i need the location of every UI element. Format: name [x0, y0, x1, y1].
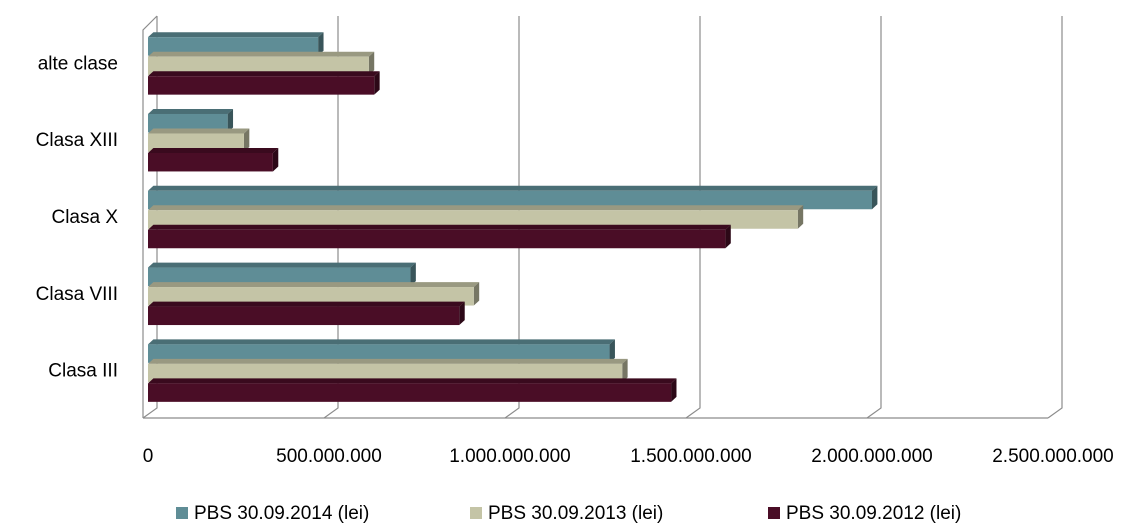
category-label: Clasa VIII — [36, 284, 118, 305]
bar-side-face — [410, 262, 416, 287]
bar — [148, 205, 804, 229]
gridline — [323, 16, 339, 419]
x-tick-label: 0 — [143, 446, 154, 467]
bar-top-face — [148, 148, 279, 153]
bar-front-face — [148, 56, 369, 76]
bar — [148, 109, 234, 133]
bar — [148, 378, 677, 402]
x-tick-label: 2.500.000.000 — [992, 446, 1114, 467]
bar-top-face — [148, 262, 416, 268]
bar-front-face — [148, 383, 672, 402]
bar-top-face — [148, 339, 615, 345]
bar — [148, 358, 628, 383]
bar-side-face — [459, 301, 465, 326]
bar — [148, 32, 324, 56]
y-axis-line — [142, 15, 158, 418]
grid-layer — [142, 15, 1063, 419]
category-label: Clasa III — [48, 361, 118, 382]
bar-front-face — [148, 133, 244, 152]
gridline — [1047, 16, 1063, 419]
bar-side-face — [725, 224, 731, 249]
bar-side-face — [622, 358, 628, 383]
bar — [148, 71, 380, 95]
bar-top-face — [148, 301, 465, 307]
legend-swatch — [470, 507, 482, 519]
category-labels: alte clase Clasa XIII Clasa X Clasa VIII Cla… — [36, 53, 119, 381]
bar-side-face — [368, 51, 375, 76]
bar-front-face — [148, 229, 726, 249]
bar-side-face — [473, 282, 480, 306]
x-tick-label: 500.000.000 — [276, 446, 382, 467]
bar-side-face — [227, 109, 234, 133]
bar-side-face — [272, 148, 279, 172]
bar-top-face — [148, 378, 677, 384]
gridline — [685, 16, 701, 419]
x-tick-label: 2.000.000.000 — [811, 446, 933, 467]
x-tick-label: 1.500.000.000 — [630, 446, 752, 467]
bar — [148, 148, 279, 172]
bar-top-face — [148, 282, 480, 288]
gridline — [504, 16, 520, 419]
bar-front-face — [148, 76, 375, 95]
bar-front-face — [148, 190, 872, 210]
bar-front-face — [148, 152, 273, 172]
bar — [148, 301, 465, 326]
legend-label: PBS 30.09.2014 (lei) — [194, 503, 369, 524]
bar-front-face — [148, 306, 460, 326]
x-tick-label: 1.000.000.000 — [449, 446, 571, 467]
bar-front-face — [148, 267, 411, 287]
bar-side-face — [797, 205, 804, 229]
category-label: Clasa XIII — [36, 130, 118, 151]
bar-side-face — [374, 71, 380, 95]
bar-side-face — [243, 128, 250, 152]
bar — [148, 262, 416, 287]
category-label: alte clase — [38, 53, 118, 74]
bar-side-face — [671, 378, 677, 402]
bar-top-face — [148, 205, 804, 211]
bar — [148, 128, 250, 152]
bar-top-face — [148, 51, 375, 57]
bar-top-face — [148, 109, 234, 114]
bar-side-face — [609, 339, 615, 363]
bar — [148, 282, 480, 306]
bar-front-face — [148, 344, 610, 363]
bars-layer — [148, 32, 878, 402]
legend: PBS 30.09.2014 (lei) PBS 30.09.2013 (lei)… — [176, 503, 961, 524]
bar — [148, 185, 878, 210]
legend-swatch — [768, 507, 780, 519]
legend-label: PBS 30.09.2013 (lei) — [488, 503, 663, 524]
bar-top-face — [148, 128, 250, 134]
bar-front-face — [148, 210, 798, 229]
bar-top-face — [148, 224, 731, 230]
bar-front-face — [148, 363, 623, 383]
bar-top-face — [148, 71, 380, 77]
bar — [148, 51, 375, 76]
x-tick-labels: 0 500.000.000 1.000.000.000 1.500.000.000 2.… — [143, 446, 1114, 467]
bar-side-face — [872, 185, 878, 210]
bar-top-face — [148, 185, 878, 191]
bar — [148, 224, 731, 249]
bar-front-face — [148, 37, 319, 56]
bar-front-face — [148, 287, 474, 306]
bar-front-face — [148, 113, 228, 133]
bar-top-face — [148, 358, 628, 364]
bar-side-face — [318, 32, 324, 56]
category-label: Clasa X — [51, 207, 118, 228]
bar — [148, 339, 615, 363]
gridline — [866, 16, 882, 419]
legend-swatch — [176, 507, 188, 519]
bar-top-face — [148, 32, 324, 38]
legend-label: PBS 30.09.2012 (lei) — [786, 503, 961, 524]
